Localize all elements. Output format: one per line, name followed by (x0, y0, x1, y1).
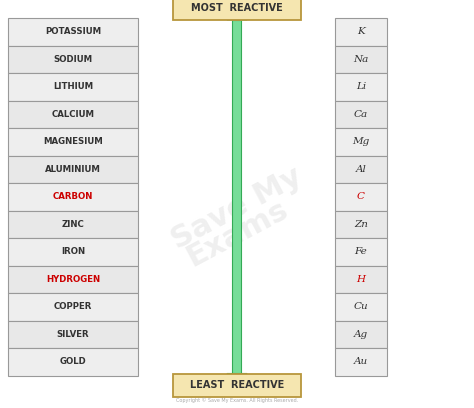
Bar (335, 266, 387, 293)
Text: Al: Al (356, 165, 366, 174)
Bar (335, 155, 387, 183)
Bar (335, 293, 387, 321)
Bar (335, 18, 387, 46)
Text: Ag: Ag (354, 330, 368, 339)
Text: CALCIUM: CALCIUM (52, 110, 94, 119)
Text: LEAST  REACTIVE: LEAST REACTIVE (190, 381, 284, 390)
Text: SODIUM: SODIUM (54, 55, 92, 64)
Bar (8, 238, 138, 266)
Bar (8, 266, 138, 293)
Text: COPPER: COPPER (54, 302, 92, 311)
Text: MAGNESIUM: MAGNESIUM (43, 137, 103, 146)
FancyBboxPatch shape (173, 0, 301, 20)
Text: Au: Au (354, 357, 368, 366)
Text: ALUMINIUM: ALUMINIUM (45, 165, 101, 174)
Bar (335, 100, 387, 128)
Bar (335, 238, 387, 266)
Text: Li: Li (356, 82, 366, 91)
Text: Exams: Exams (181, 194, 293, 272)
Text: Save My: Save My (167, 162, 307, 255)
Bar (335, 348, 387, 375)
Bar (8, 183, 138, 211)
FancyArrow shape (227, 6, 247, 20)
Bar (335, 183, 387, 211)
Text: Zn: Zn (354, 220, 368, 229)
Text: Copyright © Save My Exams. All Rights Reserved.: Copyright © Save My Exams. All Rights Re… (176, 397, 298, 403)
Text: IRON: IRON (61, 247, 85, 256)
Text: Fe: Fe (355, 247, 367, 256)
Bar (335, 321, 387, 348)
Bar (8, 211, 138, 238)
FancyArrow shape (227, 373, 247, 388)
Text: CARBON: CARBON (53, 192, 93, 201)
Bar (8, 46, 138, 73)
Bar (8, 100, 138, 128)
Bar (8, 293, 138, 321)
Text: POTASSIUM: POTASSIUM (45, 27, 101, 36)
Bar (233, 20, 241, 373)
Bar (8, 348, 138, 375)
Bar (8, 155, 138, 183)
Text: K: K (357, 27, 365, 36)
Bar (8, 128, 138, 155)
Text: Ca: Ca (354, 110, 368, 119)
Text: C: C (357, 192, 365, 201)
Bar (335, 211, 387, 238)
Text: H: H (356, 275, 365, 284)
Text: LITHIUM: LITHIUM (53, 82, 93, 91)
FancyBboxPatch shape (173, 374, 301, 397)
Bar (335, 128, 387, 155)
Text: GOLD: GOLD (60, 357, 86, 366)
Text: Na: Na (354, 55, 369, 64)
Bar (8, 73, 138, 100)
Text: Mg: Mg (352, 137, 370, 146)
Text: Cu: Cu (354, 302, 368, 311)
Text: MOST  REACTIVE: MOST REACTIVE (191, 3, 283, 13)
Bar (335, 73, 387, 100)
Text: ZINC: ZINC (62, 220, 84, 229)
Text: SILVER: SILVER (57, 330, 89, 339)
Text: HYDROGEN: HYDROGEN (46, 275, 100, 284)
Bar (335, 46, 387, 73)
Bar (8, 18, 138, 46)
Bar (8, 321, 138, 348)
